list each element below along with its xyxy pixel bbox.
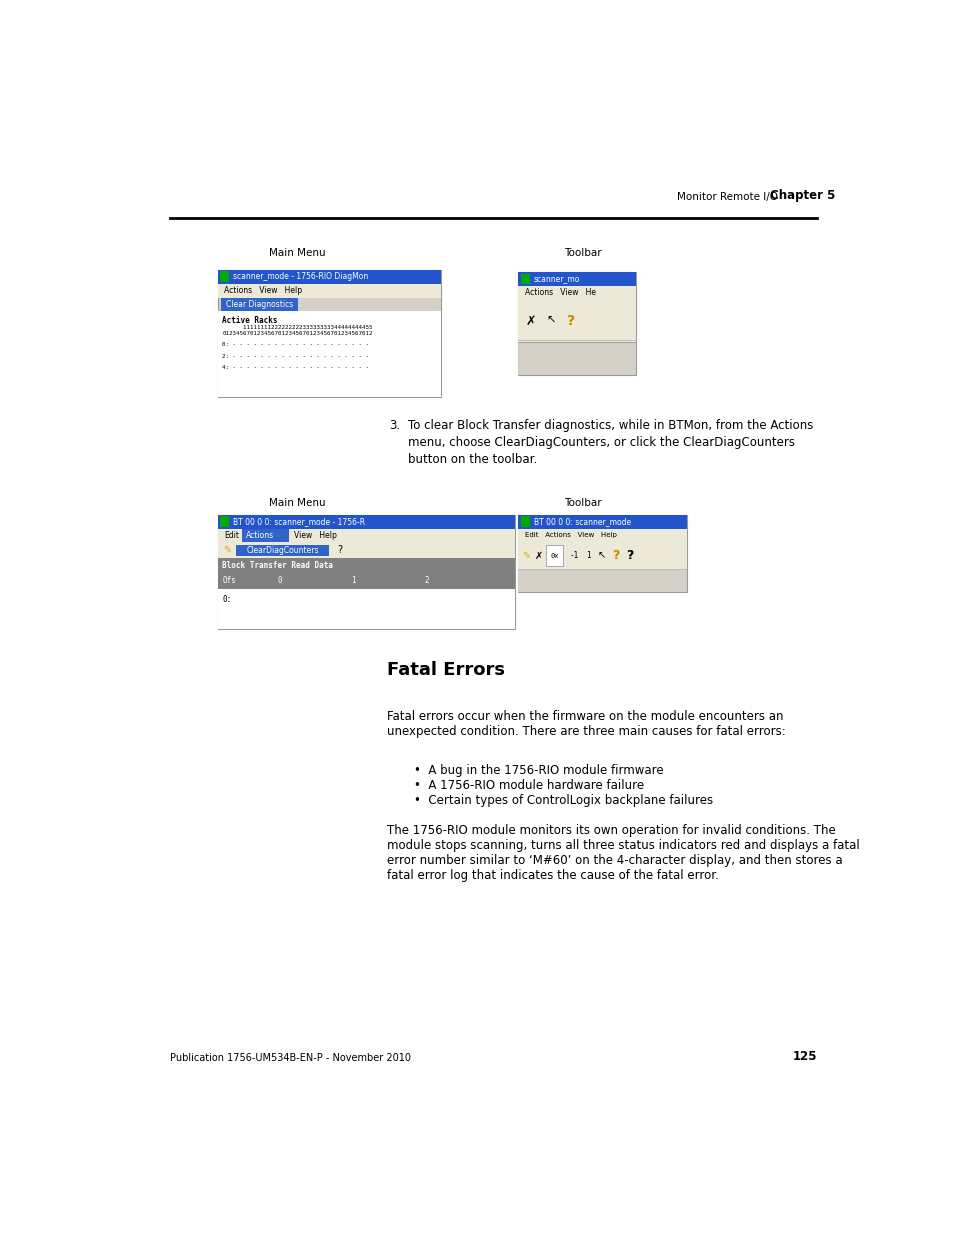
Bar [517,515,686,592]
Text: ✎: ✎ [521,551,530,561]
Text: 3.: 3. [389,419,399,432]
Text: Actions: Actions [245,531,274,540]
Bar [217,311,440,396]
Text: Active Racks: Active Racks [222,316,277,325]
Bar [220,516,229,527]
Text: menu, choose ClearDiagCounters, or click the ClearDiagCounters: menu, choose ClearDiagCounters, or click… [407,436,794,450]
Text: error number similar to ‘M#60’ on the 4-character display, and then stores a: error number similar to ‘M#60’ on the 4-… [386,855,841,867]
Bar [517,529,686,541]
Bar [517,571,686,592]
Bar [217,515,515,629]
Text: View   Help: View Help [294,531,336,540]
Text: 1: 1 [585,551,590,559]
Text: ✎: ✎ [223,545,231,556]
Text: Actions   View   He: Actions View He [524,289,595,298]
Bar [546,545,562,567]
Text: BT 00 0 0: scanner_mode: BT 00 0 0: scanner_mode [534,517,630,526]
Text: ?: ? [625,550,633,562]
Text: scanner_mo: scanner_mo [534,274,579,284]
Text: unexpected condition. There are three main causes for fatal errors:: unexpected condition. There are three ma… [386,725,784,739]
Text: scanner_mode - 1756-RIO DiagMon: scanner_mode - 1756-RIO DiagMon [233,272,368,282]
Text: Main Menu: Main Menu [269,498,326,508]
Bar [236,545,329,556]
Text: Clear Diagnostics: Clear Diagnostics [226,300,293,309]
Text: fatal error log that indicates the cause of the fatal error.: fatal error log that indicates the cause… [386,869,718,882]
Bar [242,529,289,542]
Text: BT 00 0 0: scanner_mode - 1756-R: BT 00 0 0: scanner_mode - 1756-R [233,517,365,526]
Bar [217,529,515,542]
Bar [217,542,515,558]
Text: Block Transfer Read Data: Block Transfer Read Data [222,561,333,571]
Text: Fatal Errors: Fatal Errors [386,661,504,679]
Text: ↖: ↖ [598,551,605,561]
Text: Monitor Remote I/O: Monitor Remote I/O [677,193,778,203]
Text: ClearDiagCounters: ClearDiagCounters [246,546,318,555]
Bar [517,342,636,374]
Bar [217,515,515,529]
Text: ✗: ✗ [525,315,536,327]
Bar [517,541,686,571]
Text: 0: - - - - - - - - - - - - - - - - - - - -

2: - - - - - - - - - - - - - - - - -: 0: - - - - - - - - - - - - - - - - - - -… [222,342,369,370]
Bar [517,515,686,529]
Text: -1: -1 [569,551,578,559]
Bar [217,270,440,284]
Text: 0: 0 [277,577,282,585]
Bar [220,298,298,311]
Text: Edit   Actions   View   Help: Edit Actions View Help [524,532,616,537]
Text: 2: 2 [424,577,429,585]
Bar [520,516,530,527]
Text: Toolbar: Toolbar [563,248,601,258]
Bar [217,270,440,396]
Text: Chapter 5: Chapter 5 [769,189,835,203]
Bar [517,287,636,300]
Bar [217,573,515,589]
Text: •  A 1756-RIO module hardware failure: • A 1756-RIO module hardware failure [414,779,643,792]
Bar [217,558,515,573]
Text: Fatal errors occur when the firmware on the module encounters an: Fatal errors occur when the firmware on … [386,710,782,724]
Bar [520,274,530,284]
Bar [220,272,229,282]
Bar [517,300,636,342]
Bar [217,284,440,298]
Text: Main Menu: Main Menu [269,248,326,258]
Text: ?: ? [612,550,619,562]
Text: 125: 125 [791,1050,816,1063]
Text: button on the toolbar.: button on the toolbar. [407,453,537,466]
Text: 0x: 0x [550,552,558,558]
Text: ?: ? [566,314,575,329]
Bar [217,558,515,629]
Text: The 1756-RIO module monitors its own operation for invalid conditions. The: The 1756-RIO module monitors its own ope… [386,824,835,837]
Text: To clear Block Transfer diagnostics, while in BTMon, from the Actions: To clear Block Transfer diagnostics, whi… [407,419,812,432]
Text: ↖: ↖ [546,316,555,326]
Text: ?: ? [337,545,342,556]
Text: 1111111122222222233333333344444444455
012345670123456701234567012345670123456701: 1111111122222222233333333344444444455 01… [222,325,373,336]
Text: 1: 1 [351,577,355,585]
Text: ✗: ✗ [534,551,542,561]
Text: Actions   View   Help: Actions View Help [224,287,302,295]
Text: module stops scanning, turns all three status indicators red and displays a fata: module stops scanning, turns all three s… [386,840,859,852]
Text: Ofs: Ofs [222,577,236,585]
Bar [517,272,636,374]
Text: •  A bug in the 1756-RIO module firmware: • A bug in the 1756-RIO module firmware [414,764,662,777]
Text: Edit: Edit [224,531,238,540]
Text: Publication 1756-UM534B-EN-P - November 2010: Publication 1756-UM534B-EN-P - November … [170,1053,410,1063]
Text: •  Certain types of ControlLogix backplane failures: • Certain types of ControlLogix backplan… [414,794,712,808]
Bar [517,272,636,287]
Text: Toolbar: Toolbar [563,498,601,508]
Text: 0:: 0: [222,595,232,604]
